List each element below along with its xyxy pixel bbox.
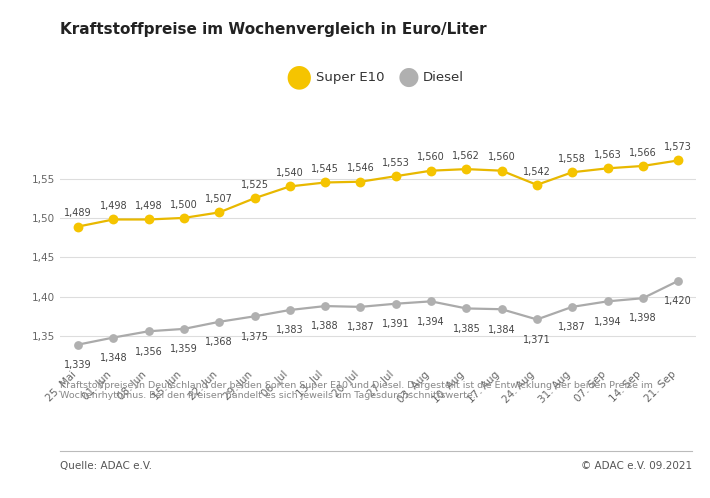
Text: ●: ● <box>285 63 312 92</box>
Text: Quelle: ADAC e.V.: Quelle: ADAC e.V. <box>60 461 153 471</box>
Point <box>496 167 508 175</box>
Text: 1,339: 1,339 <box>64 360 92 370</box>
Text: 1,420: 1,420 <box>665 296 692 306</box>
Text: 1,563: 1,563 <box>594 150 621 160</box>
Text: 1,385: 1,385 <box>452 324 480 334</box>
Text: ●: ● <box>398 65 419 89</box>
Text: 1,542: 1,542 <box>523 166 551 176</box>
Text: 1,546: 1,546 <box>346 163 374 173</box>
Point <box>637 294 648 302</box>
Text: 1,540: 1,540 <box>276 168 304 178</box>
Text: 1,371: 1,371 <box>523 335 551 345</box>
Point <box>672 277 684 285</box>
Point <box>355 178 366 186</box>
Point <box>496 305 508 313</box>
Point <box>567 303 578 311</box>
Text: 1,388: 1,388 <box>311 321 339 331</box>
Point <box>461 304 472 312</box>
Point <box>108 334 119 342</box>
Point <box>531 315 542 323</box>
Point <box>461 165 472 173</box>
Text: Diesel: Diesel <box>422 71 464 84</box>
Text: © ADAC e.V. 09.2021: © ADAC e.V. 09.2021 <box>581 461 692 471</box>
Text: 1,387: 1,387 <box>558 322 586 332</box>
Point <box>637 162 648 170</box>
Point <box>672 156 684 164</box>
Point <box>355 303 366 311</box>
Point <box>602 164 613 172</box>
Point <box>567 168 578 176</box>
Text: 1,545: 1,545 <box>311 164 339 174</box>
Point <box>284 182 295 190</box>
Text: 1,498: 1,498 <box>99 201 127 211</box>
Point <box>425 297 437 305</box>
Text: 1,558: 1,558 <box>558 154 586 164</box>
Text: 1,525: 1,525 <box>241 180 268 190</box>
Text: 1,356: 1,356 <box>135 347 163 357</box>
Text: 1,500: 1,500 <box>170 200 198 210</box>
Point <box>602 297 613 305</box>
Text: 1,398: 1,398 <box>629 313 657 324</box>
Point <box>248 194 260 202</box>
Point <box>390 172 401 180</box>
Text: 1,394: 1,394 <box>417 317 445 327</box>
Point <box>248 312 260 320</box>
Text: 1,394: 1,394 <box>594 317 621 327</box>
Point <box>320 302 331 310</box>
Text: 1,566: 1,566 <box>629 147 657 158</box>
Text: 1,383: 1,383 <box>276 325 304 335</box>
Text: 1,573: 1,573 <box>665 142 692 152</box>
Text: 1,348: 1,348 <box>99 353 127 363</box>
Text: 1,498: 1,498 <box>135 201 163 211</box>
Text: 1,359: 1,359 <box>170 344 198 354</box>
Point <box>214 209 225 217</box>
Text: 1,489: 1,489 <box>64 208 92 218</box>
Text: 1,560: 1,560 <box>417 152 445 162</box>
Text: 1,391: 1,391 <box>382 319 410 329</box>
Text: 1,384: 1,384 <box>488 325 515 335</box>
Point <box>284 306 295 314</box>
Text: Super E10: Super E10 <box>316 71 384 84</box>
Point <box>320 178 331 186</box>
Text: 1,562: 1,562 <box>452 151 480 161</box>
Point <box>178 325 190 333</box>
Text: 1,368: 1,368 <box>205 337 233 347</box>
Text: Kraftstoffpreise im Wochenvergleich in Euro/Liter: Kraftstoffpreise im Wochenvergleich in E… <box>60 22 487 37</box>
Point <box>178 214 190 222</box>
Text: 1,375: 1,375 <box>241 332 268 342</box>
Text: Kraftstoffpreise in Deutschland der beiden Sorten Super E10 und Diesel. Dargeste: Kraftstoffpreise in Deutschland der beid… <box>60 381 653 400</box>
Point <box>425 167 437 175</box>
Point <box>143 327 154 335</box>
Point <box>390 300 401 308</box>
Text: 1,507: 1,507 <box>205 194 233 204</box>
Point <box>531 181 542 189</box>
Point <box>143 216 154 224</box>
Point <box>72 223 84 231</box>
Text: 1,560: 1,560 <box>488 152 515 162</box>
Point <box>108 216 119 224</box>
Text: 1,553: 1,553 <box>382 158 410 168</box>
Point <box>214 318 225 326</box>
Point <box>72 341 84 349</box>
Text: 1,387: 1,387 <box>346 322 374 332</box>
